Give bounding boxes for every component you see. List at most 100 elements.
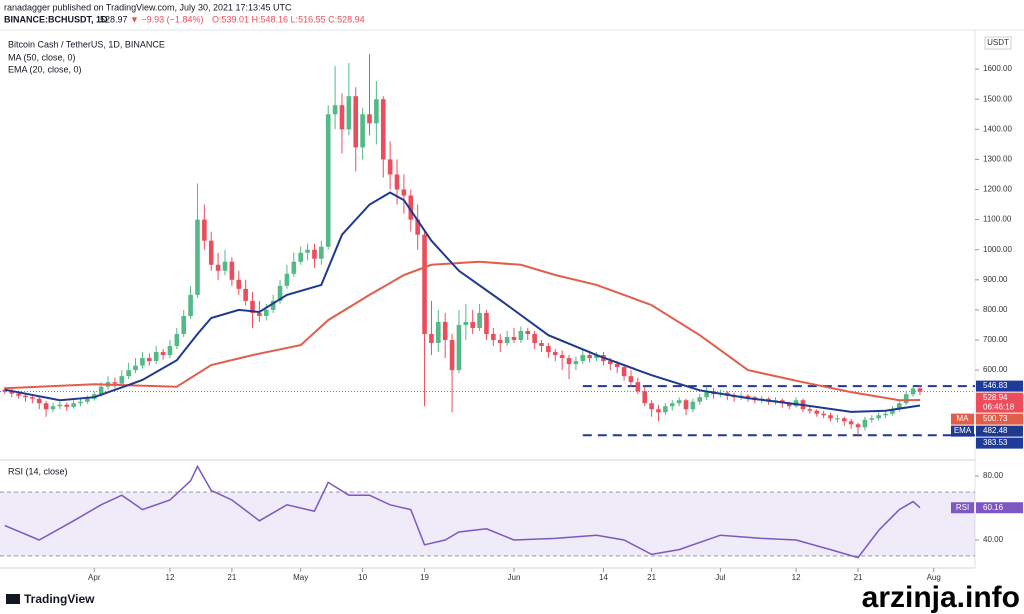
candle-body [835,418,840,420]
candle-body [208,240,214,265]
publisher: ranadagger published on TradingView.com,… [4,2,292,12]
candle-body [525,330,531,334]
x-tick-label: Jun [508,573,521,582]
tag: MA [957,414,970,423]
candle-body [374,99,379,124]
last-price: 528.97 [100,14,128,24]
candle-body [463,321,469,325]
brand-logo: TradingView [6,592,95,606]
candle-body [9,391,14,394]
candle-body [16,393,21,396]
candle-body [828,415,833,419]
ema-legend: EMA (20, close, 0) [8,64,82,74]
price-label: 383.53 [983,438,1008,447]
candle-body [649,403,654,410]
candle-body [587,355,592,359]
moving-average-line [4,191,921,413]
candle-body [71,403,76,407]
candle-body [2,389,8,392]
candle-body [167,346,173,356]
candle-body [429,333,434,344]
candle-body [422,234,427,334]
candle-body [126,370,131,377]
brand: TradingView [24,592,95,606]
candle-body [669,403,675,407]
candle-body [504,337,510,344]
candle-body [484,312,489,334]
candle-body [552,352,558,356]
candle-body [917,388,923,392]
rsi-line [4,464,921,559]
y-tick-label: 700.00 [983,335,1008,344]
rsi-y-tick-label: 80.00 [983,471,1004,480]
candle-body [57,404,63,407]
candle-body [890,409,895,414]
candle-body [181,315,187,334]
ohlc: O:539.01 H:548.16 L:516.55 C:528.94 [212,14,365,24]
candle-body [436,321,441,344]
candle-body [614,364,620,368]
candle-body [85,398,90,402]
y-tick-label: 1000.00 [983,245,1012,254]
candle-body [160,352,166,356]
candle-body [387,159,393,175]
candle-body [30,397,35,399]
rsi-value-label: 60.16 [983,503,1004,512]
candle-body [841,418,847,422]
x-tick-label: 12 [792,573,801,582]
candle-body [319,246,324,259]
candle-body [690,401,696,410]
candle-body [876,415,881,419]
price-label: 546.83 [983,381,1008,390]
candle-body [215,264,221,271]
candle-body [257,312,262,316]
price-label-box [976,425,1023,437]
candle-body [566,358,572,365]
price-label-box [976,380,1023,392]
x-tick-label: Aug [927,573,941,582]
candle-body [518,330,524,341]
candle-body [401,189,407,196]
ma-legend: MA (50, close, 0) [8,52,76,62]
y-tick-label: 1100.00 [983,215,1012,224]
price-label: 500.73 [983,414,1008,423]
candle-body [229,261,235,280]
candle-body [360,114,365,148]
x-tick-label: Jul [715,573,725,582]
candle-body [594,355,599,359]
rsi-band [0,492,975,556]
candle-body [456,324,462,371]
candle-body [511,337,517,341]
price-label-box [976,392,1023,413]
candle-body [23,395,28,398]
candle-body [119,376,125,384]
candle-body [291,261,297,274]
candle-body [64,404,70,407]
x-tick-label: 12 [166,573,175,582]
candle-body [477,312,482,328]
candle-body [883,413,888,416]
x-tick-label: Apr [88,573,101,582]
rsi-label-box [976,502,1023,514]
candle-body [43,403,49,410]
price-label-box [976,413,1023,425]
candle-body [140,358,145,366]
countdown: 06:46:18 [983,403,1015,412]
candle-body [415,219,420,235]
candle-body [814,410,820,414]
chart-title: Bitcoin Cash / TetherUS, 1D, BINANCE [8,39,165,49]
candle-body [855,424,861,428]
candle-body [663,406,668,413]
candle-body [325,114,331,247]
rsi-tag: RSI [956,503,969,512]
candle-body [153,352,159,362]
candle-body [676,400,682,404]
candle-body [559,355,565,359]
candle-body [78,401,83,404]
candle-body [305,249,310,253]
candle-body [903,394,909,404]
candle-body [786,403,792,407]
price-label: 528.94 [983,393,1008,402]
candle-body [188,294,193,316]
candle-body [704,391,709,398]
